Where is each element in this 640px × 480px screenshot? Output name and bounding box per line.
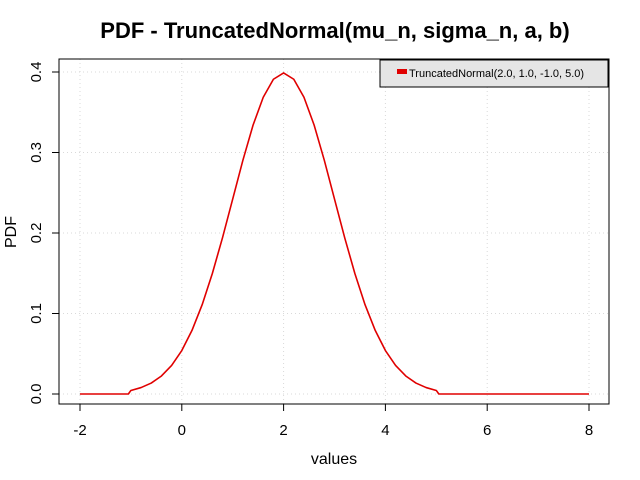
- y-tick-label: 0.2: [28, 223, 45, 244]
- chart-title: PDF - TruncatedNormal(mu_n, sigma_n, a, …: [100, 18, 569, 43]
- legend-box: [379, 59, 609, 88]
- x-tick-label: 6: [483, 422, 491, 439]
- x-axis-label: values: [311, 451, 357, 468]
- x-tick-label: 0: [178, 422, 186, 439]
- x-axis: -2 0 2 4 6 8: [73, 404, 593, 439]
- grid-lines: [59, 59, 609, 404]
- legend-swatch: [397, 69, 407, 74]
- y-axis: 0.0 0.1 0.2 0.3 0.4: [28, 62, 59, 405]
- legend: TruncatedNormal(2.0, 1.0, -1.0, 5.0): [379, 59, 609, 88]
- y-tick-label: 0.0: [28, 384, 45, 405]
- legend-entry-label: TruncatedNormal(2.0, 1.0, -1.0, 5.0): [409, 68, 584, 80]
- y-axis-label: PDF: [3, 216, 20, 248]
- series-layer: [80, 72, 589, 395]
- x-tick-label: -2: [73, 422, 86, 439]
- x-tick-label: 2: [279, 422, 287, 439]
- y-tick-label: 0.1: [28, 303, 45, 324]
- x-tick-label: 8: [585, 422, 593, 439]
- y-tick-label: 0.3: [28, 142, 45, 163]
- series-line: [80, 72, 589, 395]
- x-tick-label: 4: [381, 422, 389, 439]
- y-tick-label: 0.4: [28, 62, 45, 83]
- plot-area-border: [58, 58, 610, 405]
